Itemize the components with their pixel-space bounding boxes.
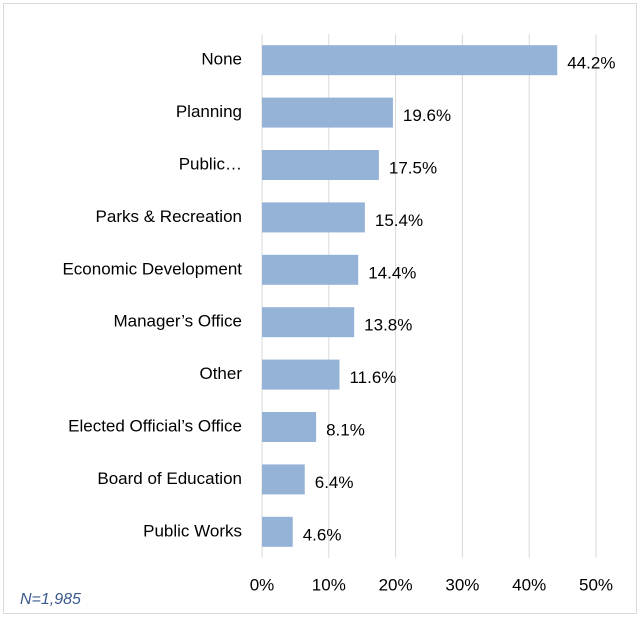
value-label: 11.6% bbox=[349, 368, 396, 387]
x-tick-label: 10% bbox=[312, 575, 346, 594]
bar bbox=[262, 412, 317, 442]
y-tick-label: Board of Education bbox=[97, 469, 242, 488]
bar bbox=[262, 464, 305, 495]
bar bbox=[262, 45, 558, 76]
y-tick-label: Planning bbox=[176, 102, 242, 121]
y-tick-label: None bbox=[201, 50, 242, 69]
y-tick-label: Public Works bbox=[143, 521, 242, 540]
value-label: 19.6% bbox=[403, 106, 451, 125]
y-tick-label: Economic Development bbox=[62, 259, 242, 278]
bar bbox=[262, 307, 355, 338]
y-tick-label: Manager’s Office bbox=[113, 312, 242, 331]
x-tick-label: 50% bbox=[579, 575, 613, 594]
value-label: 44.2% bbox=[567, 54, 615, 73]
value-label: 4.6% bbox=[303, 525, 342, 544]
value-label: 17.5% bbox=[389, 158, 437, 177]
x-tick-label: 20% bbox=[379, 575, 413, 594]
bar bbox=[262, 150, 379, 180]
bar bbox=[262, 254, 359, 285]
y-tick-label: Other bbox=[199, 364, 242, 383]
bar bbox=[262, 359, 340, 390]
bar bbox=[262, 202, 365, 233]
bar bbox=[262, 516, 293, 547]
value-label: 15.4% bbox=[375, 211, 423, 230]
y-tick-label: Public… bbox=[179, 154, 242, 173]
x-tick-label: 30% bbox=[445, 575, 479, 594]
bar bbox=[262, 97, 393, 128]
x-tick-label: 40% bbox=[512, 575, 546, 594]
x-tick-label: 0% bbox=[250, 575, 275, 594]
value-label: 6.4% bbox=[315, 473, 354, 492]
value-label: 13.8% bbox=[364, 316, 412, 335]
value-label: 8.1% bbox=[326, 420, 365, 439]
value-label: 14.4% bbox=[368, 263, 416, 282]
y-tick-label: Parks & Recreation bbox=[96, 207, 242, 226]
y-tick-label: Elected Official’s Office bbox=[68, 416, 242, 435]
annotation: N=1,985 bbox=[20, 591, 81, 608]
